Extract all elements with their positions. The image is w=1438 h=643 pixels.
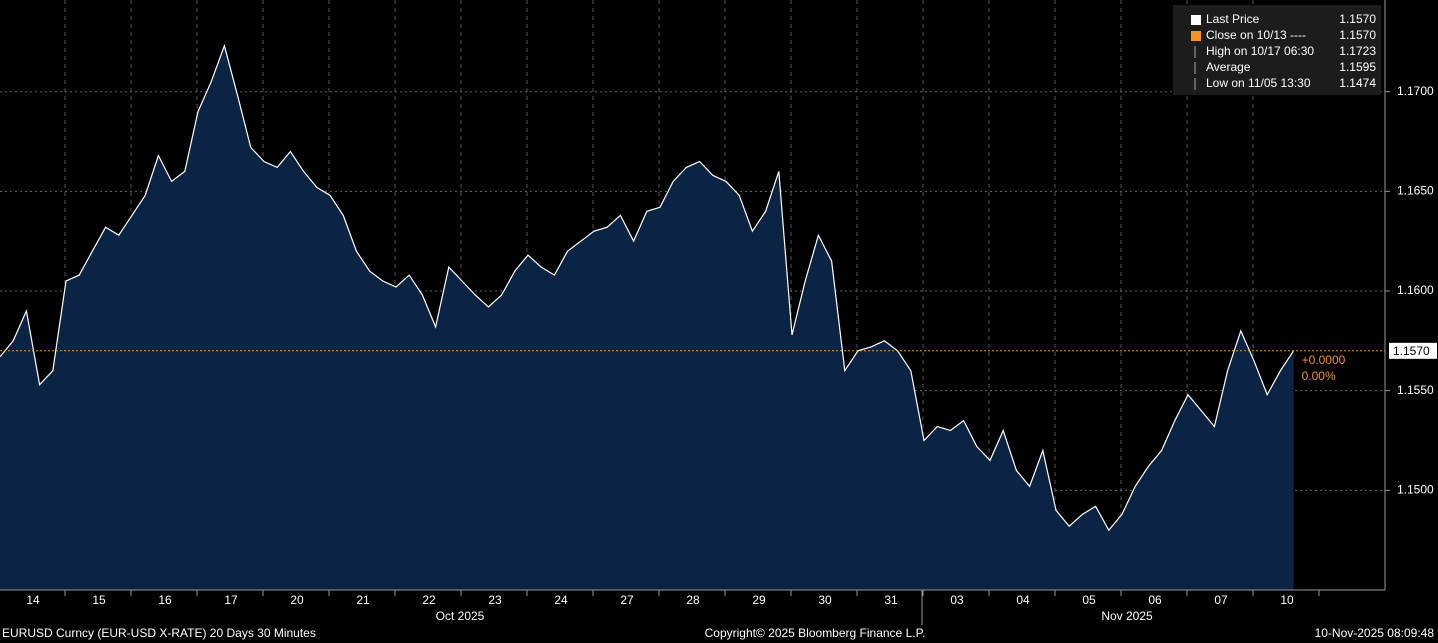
x-tick-label: 15 bbox=[92, 593, 106, 607]
y-tick-label: 1.1600 bbox=[1397, 283, 1434, 297]
x-tick-label: 16 bbox=[158, 593, 172, 607]
y-tick-label: 1.1550 bbox=[1397, 383, 1434, 397]
legend-value: 1.1723 bbox=[1339, 44, 1376, 58]
x-tick-label: 20 bbox=[290, 593, 304, 607]
x-tick-label: 27 bbox=[620, 593, 634, 607]
price-area bbox=[0, 45, 1294, 591]
legend-swatch bbox=[1191, 15, 1201, 25]
y-tick-label: 1.1700 bbox=[1397, 84, 1434, 98]
legend-value: 1.1474 bbox=[1339, 76, 1376, 90]
x-tick-label: 14 bbox=[26, 593, 40, 607]
x-tick-label: 10 bbox=[1280, 593, 1294, 607]
footer-left: EURUSD Curncy (EUR-USD X-RATE) 20 Days 3… bbox=[2, 626, 316, 640]
legend-name: Last Price bbox=[1206, 12, 1260, 26]
x-tick-label: 06 bbox=[1148, 593, 1162, 607]
x-tick-label: 07 bbox=[1214, 593, 1228, 607]
x-tick-label: 31 bbox=[884, 593, 898, 607]
legend-name: Close on 10/13 ---- bbox=[1206, 28, 1306, 42]
x-tick-label: 21 bbox=[356, 593, 370, 607]
price-line bbox=[0, 43, 1295, 532]
x-tick-label: 24 bbox=[554, 593, 568, 607]
footer-center: Copyright© 2025 Bloomberg Finance L.P. bbox=[705, 626, 926, 640]
legend-value: 1.1595 bbox=[1339, 60, 1376, 74]
x-tick-label: 22 bbox=[422, 593, 436, 607]
footer-right: 10-Nov-2025 08:09:48 bbox=[1315, 626, 1435, 640]
legend-value: 1.1570 bbox=[1339, 28, 1376, 42]
legend-swatch bbox=[1191, 31, 1201, 41]
legend-name: Average bbox=[1206, 60, 1251, 74]
month-label: Oct 2025 bbox=[436, 609, 485, 623]
month-label: Nov 2025 bbox=[1101, 609, 1153, 623]
x-tick-label: 04 bbox=[1016, 593, 1030, 607]
change-pct-label: 0.00% bbox=[1302, 369, 1336, 383]
legend-name: Low on 11/05 13:30 bbox=[1206, 76, 1311, 90]
x-tick-label: 03 bbox=[950, 593, 964, 607]
x-tick-label: 23 bbox=[488, 593, 502, 607]
x-tick-label: 29 bbox=[752, 593, 766, 607]
x-tick-label: 30 bbox=[818, 593, 832, 607]
legend-name: High on 10/17 06:30 bbox=[1206, 44, 1314, 58]
x-tick-label: 28 bbox=[686, 593, 700, 607]
change-label: +0.0000 bbox=[1302, 353, 1346, 367]
legend-box bbox=[1173, 5, 1381, 95]
y-tick-label: 1.1650 bbox=[1397, 184, 1434, 198]
y-tick-label: 1.1500 bbox=[1397, 483, 1434, 497]
x-tick-label: 05 bbox=[1082, 593, 1096, 607]
close-tag-label: 1.1570 bbox=[1393, 344, 1430, 358]
legend-value: 1.1570 bbox=[1339, 12, 1376, 26]
x-tick-label: 17 bbox=[224, 593, 238, 607]
close-tag bbox=[1389, 342, 1437, 359]
